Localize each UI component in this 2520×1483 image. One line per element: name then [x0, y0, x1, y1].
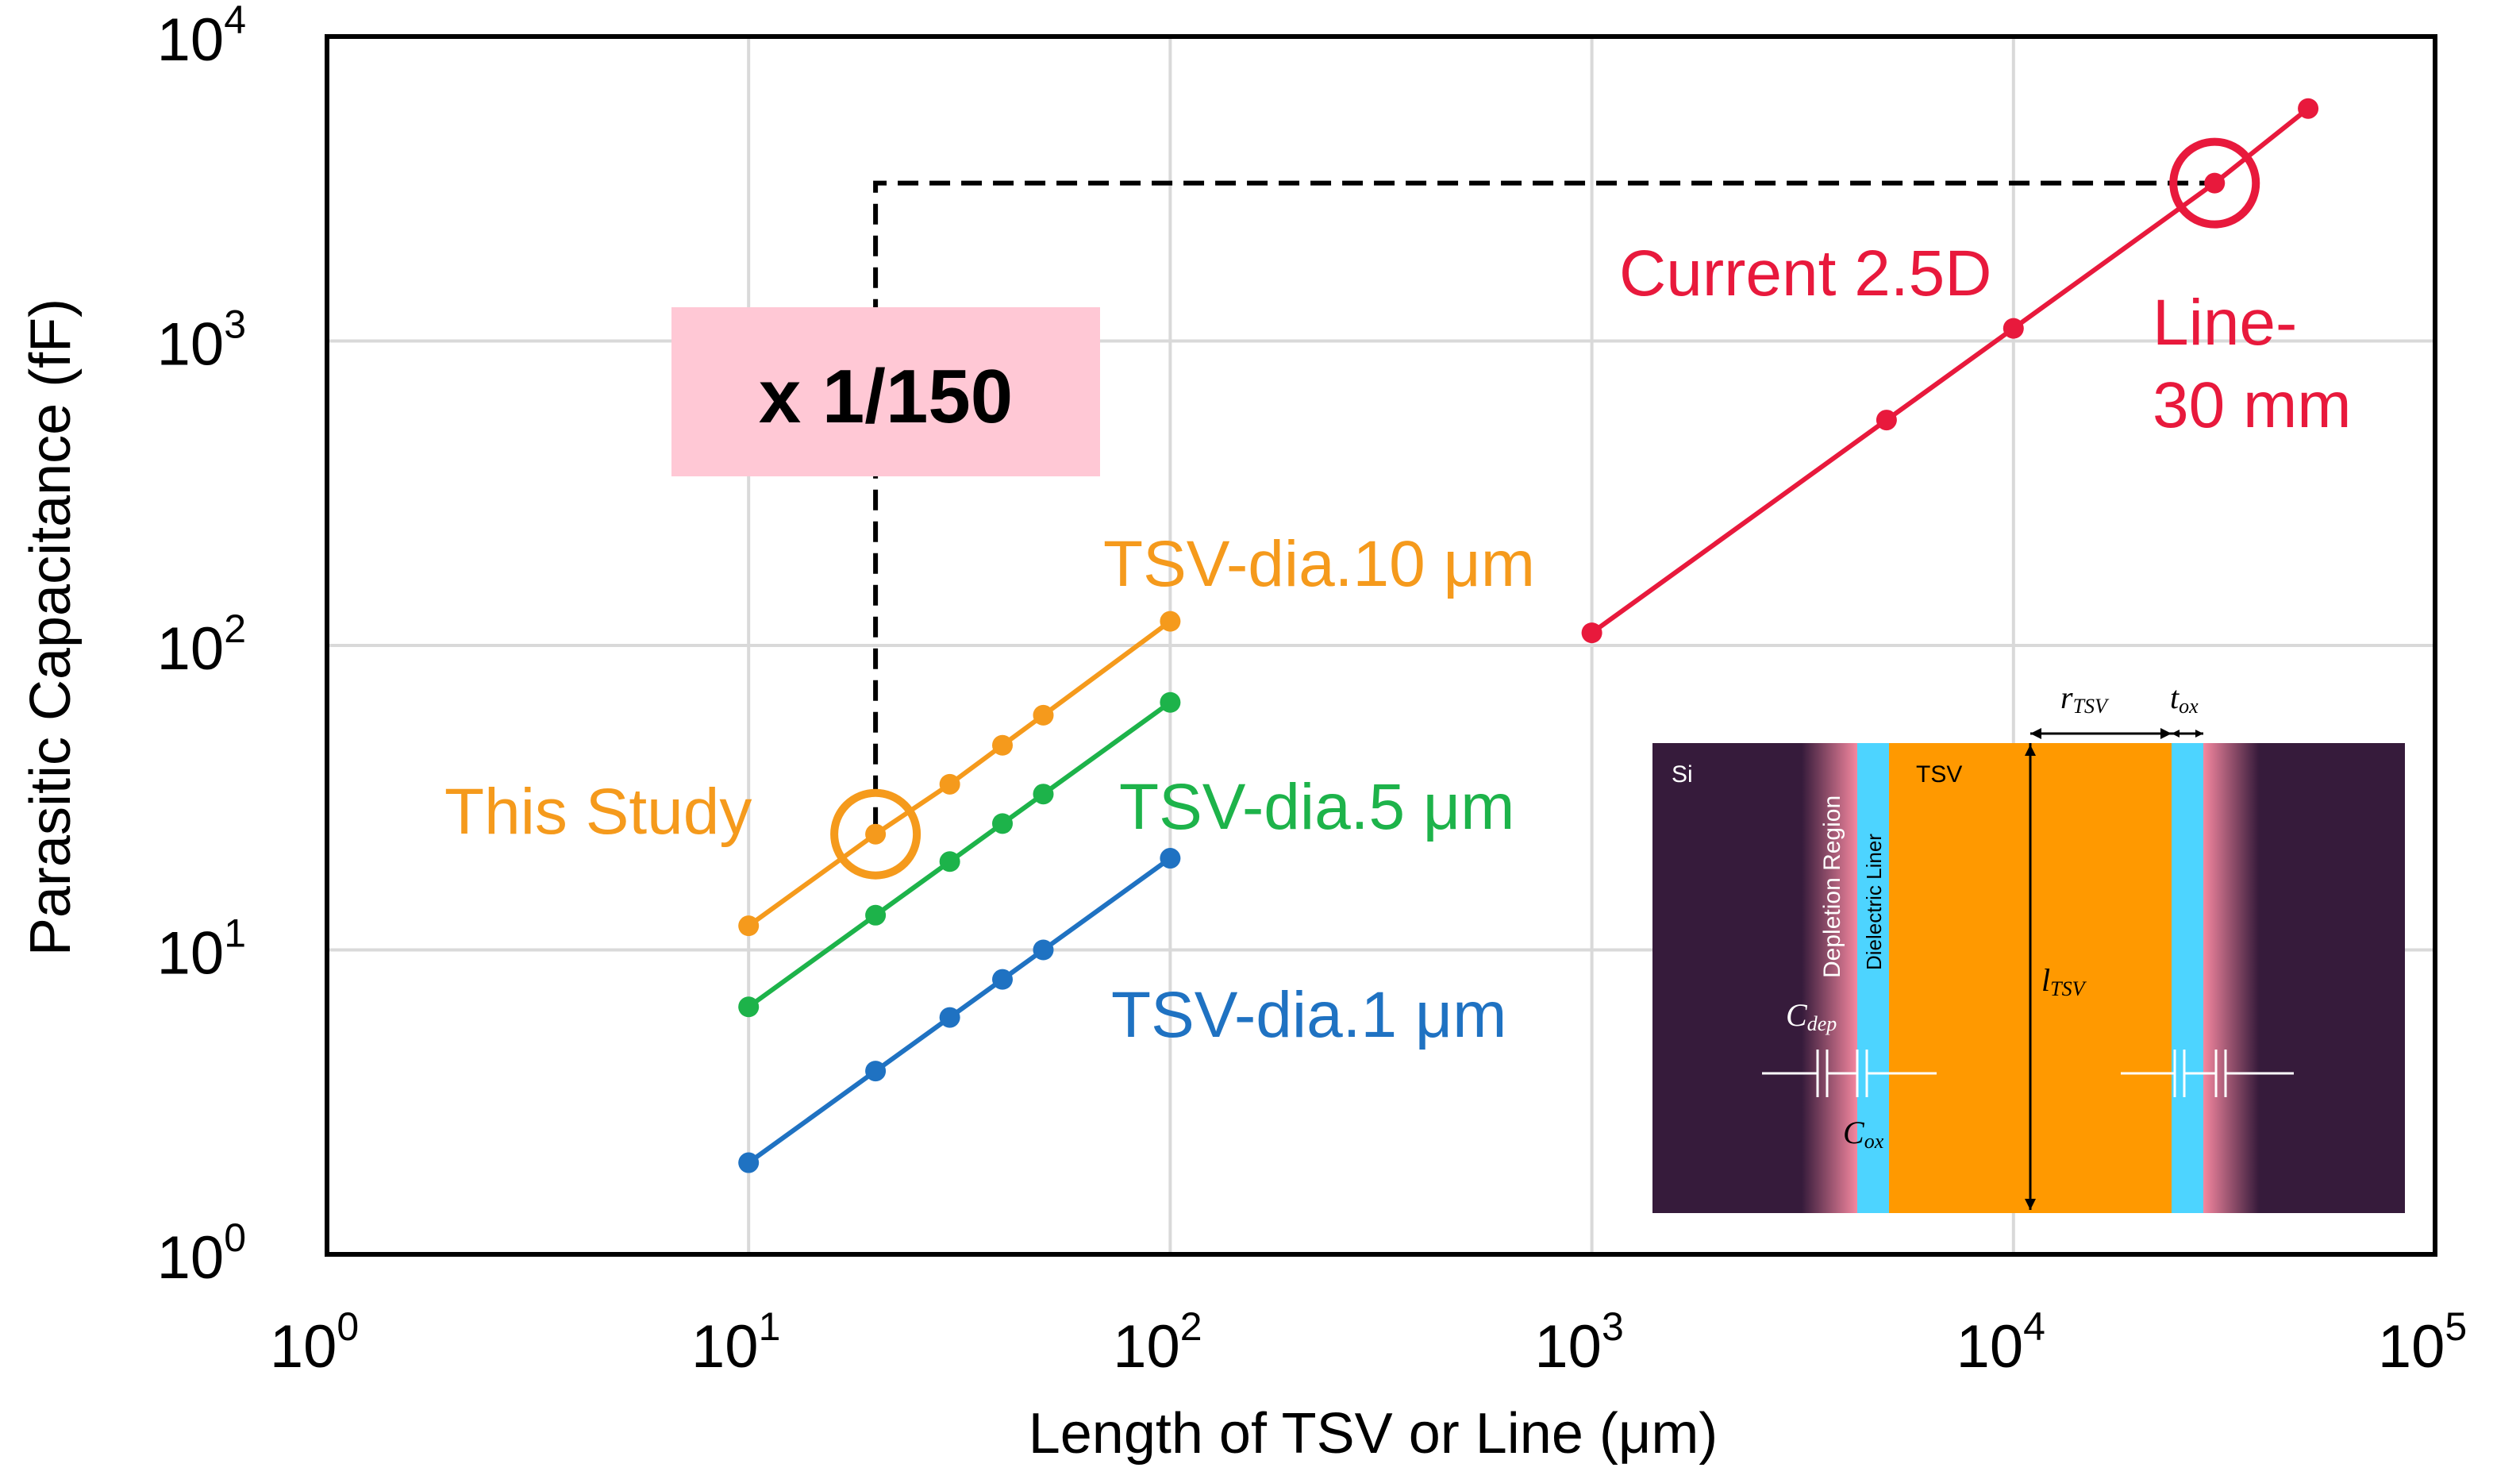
reference-dashed-line	[873, 180, 2215, 828]
series-line-2	[747, 856, 1172, 1165]
data-point	[1160, 691, 1181, 713]
l-tsv-symbol: lTSV	[2041, 962, 2087, 1000]
data-point	[939, 851, 960, 872]
depletion-region-right	[2203, 743, 2259, 1213]
y-axis-title: Parasitic Capacitance (fF)	[19, 299, 83, 956]
data-point	[992, 969, 1014, 990]
si-label: Si	[1672, 761, 1693, 788]
highlight-circle-0	[830, 788, 921, 880]
liner-label: Dielectric Liner	[1862, 834, 1886, 970]
x-tick-label: 100	[270, 1304, 359, 1381]
data-point	[738, 915, 760, 937]
depletion-label: Depletion Region	[1819, 795, 1845, 978]
series-layer	[738, 98, 2319, 1173]
data-point	[738, 1152, 760, 1173]
data-point	[865, 823, 887, 845]
data-point	[992, 813, 1014, 834]
data-point	[2003, 318, 2024, 339]
data-point	[865, 1061, 887, 1082]
data-point	[992, 734, 1014, 756]
data-point	[939, 773, 960, 795]
tick-labels: 100 101 102 103 104 105 100 101 102 103 104	[157, 0, 2468, 1381]
highlight-label-line-1: Line-	[2153, 287, 2297, 359]
series-label-tsv-5: TSV-dia.5 μm	[1119, 771, 1514, 843]
y-tick-label: 104	[157, 0, 246, 74]
series-line-1	[747, 700, 1172, 1009]
ratio-label: x 1/150	[759, 354, 1013, 439]
dielectric-liner-right	[2172, 743, 2203, 1213]
data-point	[1033, 939, 1054, 961]
data-point	[939, 1007, 960, 1028]
tsv-cross-section-inset: Si TSV Depletion Region Dielectric Liner…	[1652, 680, 2405, 1213]
depletion-region-left	[1802, 743, 1857, 1213]
dielectric-liner-left	[1857, 743, 1889, 1213]
data-point	[1160, 848, 1181, 869]
highlight-label-this-study: This Study	[444, 776, 752, 848]
data-point	[1033, 784, 1054, 805]
data-point	[738, 996, 760, 1018]
capacitor-symbol-left	[1762, 1050, 1937, 1097]
t-ox-symbol: tox	[2170, 680, 2199, 718]
c-ox-symbol: Cox	[1843, 1115, 1884, 1153]
data-point	[1033, 704, 1054, 726]
highlight-circle-1	[2169, 137, 2260, 229]
data-point	[1876, 410, 1897, 431]
data-point	[1581, 622, 1602, 644]
highlight-label-line-2: 30 mm	[2153, 369, 2352, 441]
ratio-box	[671, 307, 1100, 476]
x-tick-label: 104	[1956, 1304, 2045, 1381]
y-tick-label: 100	[157, 1215, 246, 1292]
highlight-layer	[830, 137, 2260, 880]
tsv-label: TSV	[1916, 761, 1962, 788]
r-tsv-symbol: rTSV	[2060, 680, 2110, 718]
x-tick-label: 102	[1113, 1304, 1202, 1381]
t-ox-arrowheads	[2172, 730, 2203, 738]
series-label-current-2-5d: Current 2.5D	[1619, 237, 1991, 310]
x-tick-label: 101	[691, 1304, 780, 1381]
data-point	[1160, 611, 1181, 632]
y-tick-label: 103	[157, 302, 246, 379]
capacitor-symbol-right	[2121, 1050, 2294, 1097]
x-tick-label: 103	[1534, 1304, 1623, 1381]
y-tick-label: 102	[157, 607, 246, 683]
series-label-tsv-10: TSV-dia.10 μm	[1103, 528, 1535, 600]
data-point	[2204, 172, 2226, 194]
data-point	[2298, 98, 2319, 119]
plot-frame	[325, 34, 2437, 1257]
series-label-tsv-1: TSV-dia.1 μm	[1111, 979, 1506, 1051]
data-point	[865, 904, 887, 926]
x-axis-title: Length of TSV or Line (μm)	[1029, 1402, 1718, 1466]
y-tick-label: 101	[157, 911, 246, 988]
c-dep-symbol: Cdep	[1786, 997, 1837, 1035]
x-tick-label: 105	[2378, 1304, 2467, 1381]
series-line-0	[747, 619, 1172, 928]
